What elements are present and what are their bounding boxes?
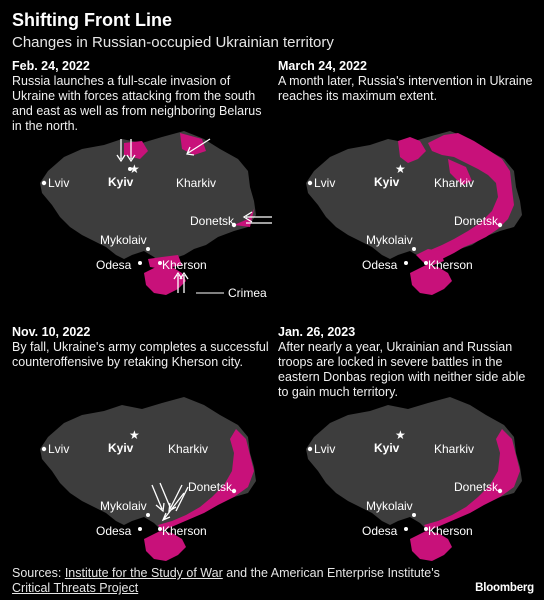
map-panel-jan-2023: Lviv Kyiv ★ Kharkiv Donetsk Mykolaiv Ode… — [278, 325, 544, 587]
city-label-kherson: Kherson — [428, 524, 473, 538]
city-label-kharkiv: Kharkiv — [434, 176, 474, 190]
city-label-odesa: Odesa — [96, 258, 132, 272]
city-label-kherson: Kherson — [428, 258, 473, 272]
kyiv-star-icon: ★ — [129, 428, 140, 442]
map-nov-2022: Lviv Kyiv ★ Kharkiv Donetsk Mykolaiv Ode… — [40, 397, 256, 561]
panel-description: By fall, Ukraine's army completes a succ… — [12, 340, 269, 369]
sources-prefix: Sources: — [12, 566, 65, 580]
bloomberg-logo: Bloomberg — [475, 582, 534, 594]
city-label-kyiv: Kyiv — [108, 175, 134, 189]
city-label-lviv: Lviv — [314, 442, 335, 456]
city-label-kherson: Kherson — [162, 258, 207, 272]
city-label-donetsk: Donetsk — [454, 214, 499, 228]
map-mar-2022: Lviv Kyiv ★ Kharkiv Donetsk Mykolaiv Ode… — [306, 131, 522, 295]
map-panel-feb-2022: Lviv Kyiv ★ Kharkiv Donetsk Mykolaiv Ode… — [12, 59, 278, 321]
panel-description: A month later, Russia's intervention in … — [278, 74, 533, 103]
source-link-critical-threats[interactable]: Critical Threats Project — [12, 581, 139, 595]
map-jan-2023: Lviv Kyiv ★ Kharkiv Donetsk Mykolaiv Ode… — [306, 397, 522, 561]
city-label-donetsk: Donetsk — [454, 480, 499, 494]
city-label-mykolaiv: Mykolaiv — [100, 499, 147, 513]
chart-subtitle: Changes in Russian-occupied Ukrainian te… — [12, 34, 334, 51]
map-feb-2022: Lviv Kyiv ★ Kharkiv Donetsk Mykolaiv Ode… — [40, 131, 272, 300]
city-label-mykolaiv: Mykolaiv — [366, 233, 413, 247]
kyiv-star-icon: ★ — [129, 162, 140, 176]
city-label-kherson: Kherson — [162, 524, 207, 538]
city-label-donetsk: Donetsk — [190, 214, 235, 228]
chart-title: Shifting Front Line — [12, 10, 172, 30]
panel-date: Nov. 10, 2022 — [12, 325, 91, 339]
city-label-kharkiv: Kharkiv — [434, 442, 474, 456]
map-panel-mar-2022: Lviv Kyiv ★ Kharkiv Donetsk Mykolaiv Ode… — [278, 59, 544, 321]
city-label-mykolaiv: Mykolaiv — [100, 233, 147, 247]
kyiv-star-icon: ★ — [395, 428, 406, 442]
sources-middle: and the American Enterprise Institute's — [222, 566, 440, 580]
panel-date: March 24, 2022 — [278, 59, 367, 73]
panel-date: Feb. 24, 2022 — [12, 59, 90, 73]
map-panel-nov-2022: Lviv Kyiv ★ Kharkiv Donetsk Mykolaiv Ode… — [12, 325, 278, 587]
city-label-kyiv: Kyiv — [374, 441, 400, 455]
city-label-kyiv: Kyiv — [108, 441, 134, 455]
city-label-odesa: Odesa — [362, 258, 398, 272]
panel-description: After nearly a year, Ukrainian and Russi… — [278, 340, 526, 399]
kyiv-star-icon: ★ — [395, 162, 406, 176]
city-label-odesa: Odesa — [96, 524, 132, 538]
city-label-donetsk: Donetsk — [188, 480, 233, 494]
city-label-kharkiv: Kharkiv — [168, 442, 208, 456]
panel-description: Russia launches a full-scale invasion of… — [12, 74, 262, 133]
city-label-kyiv: Kyiv — [374, 175, 400, 189]
label-crimea: Crimea — [228, 286, 267, 300]
source-link-isw[interactable]: Institute for the Study of War — [64, 566, 223, 580]
panel-date: Jan. 26, 2023 — [278, 325, 356, 339]
city-label-lviv: Lviv — [314, 176, 335, 190]
sources-note: Sources: Institute for the Study of War … — [12, 566, 452, 596]
city-label-lviv: Lviv — [48, 176, 69, 190]
city-label-lviv: Lviv — [48, 442, 69, 456]
city-label-kharkiv: Kharkiv — [176, 176, 216, 190]
city-label-odesa: Odesa — [362, 524, 398, 538]
city-label-mykolaiv: Mykolaiv — [366, 499, 413, 513]
